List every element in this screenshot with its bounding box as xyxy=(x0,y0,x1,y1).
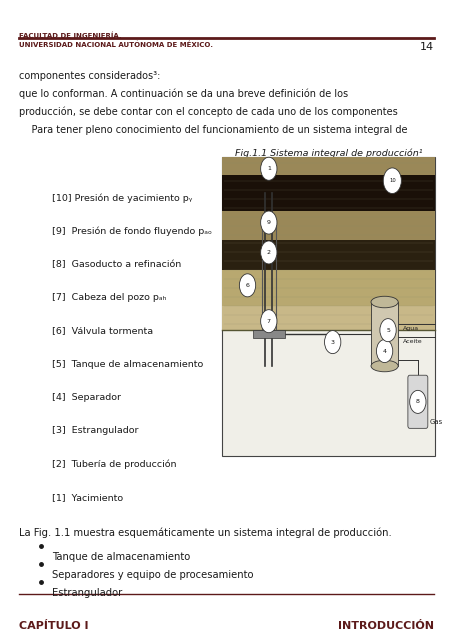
Text: 6: 6 xyxy=(246,283,250,288)
Text: [6]  Válvula tormenta: [6] Válvula tormenta xyxy=(52,326,153,335)
Text: UNIVERSIDAD NACIONAL AUTÓNOMA DE MÉXICO.: UNIVERSIDAD NACIONAL AUTÓNOMA DE MÉXICO. xyxy=(19,42,213,48)
FancyBboxPatch shape xyxy=(371,302,398,366)
Text: 9: 9 xyxy=(267,220,271,225)
Text: [8]  Gasoducto a refinación: [8] Gasoducto a refinación xyxy=(52,260,181,269)
Text: 4: 4 xyxy=(383,349,386,353)
Circle shape xyxy=(260,310,277,333)
Text: Aceite: Aceite xyxy=(403,339,423,344)
FancyBboxPatch shape xyxy=(222,270,435,307)
Text: producción, se debe contar con el concepto de cada uno de los componentes: producción, se debe contar con el concep… xyxy=(19,107,398,117)
Text: 2: 2 xyxy=(267,250,271,255)
Text: [5]  Tanque de almacenamiento: [5] Tanque de almacenamiento xyxy=(52,360,203,369)
Text: [4]  Separador: [4] Separador xyxy=(52,393,121,402)
Text: [2]  Tubería de producción: [2] Tubería de producción xyxy=(52,460,177,469)
Text: INTRODUCCIÓN: INTRODUCCIÓN xyxy=(338,621,434,631)
Text: 7: 7 xyxy=(267,319,271,324)
FancyBboxPatch shape xyxy=(408,375,428,428)
Circle shape xyxy=(260,157,277,180)
Text: Fig.1.1 Sistema integral de producción¹: Fig.1.1 Sistema integral de producción¹ xyxy=(235,148,422,158)
Text: Agua: Agua xyxy=(403,326,419,331)
FancyBboxPatch shape xyxy=(253,330,284,338)
Text: Estrangulador: Estrangulador xyxy=(52,588,122,598)
FancyBboxPatch shape xyxy=(222,241,435,270)
Circle shape xyxy=(410,390,426,413)
Circle shape xyxy=(260,211,277,234)
Text: Para tener pleno conocimiento del funcionamiento de un sistema integral de: Para tener pleno conocimiento del funcio… xyxy=(19,125,408,135)
Ellipse shape xyxy=(371,360,398,372)
Circle shape xyxy=(260,241,277,264)
Text: [3]  Estrangulador: [3] Estrangulador xyxy=(52,426,139,435)
Circle shape xyxy=(376,340,393,363)
Text: que lo conforman. A continuación se da una breve definición de los: que lo conforman. A continuación se da u… xyxy=(19,89,348,99)
Text: [1]  Yacimiento: [1] Yacimiento xyxy=(52,493,123,502)
FancyBboxPatch shape xyxy=(222,307,435,330)
Text: 8: 8 xyxy=(416,399,420,404)
FancyBboxPatch shape xyxy=(222,211,435,241)
Text: Separadores y equipo de procesamiento: Separadores y equipo de procesamiento xyxy=(52,570,254,580)
Circle shape xyxy=(383,168,401,193)
Ellipse shape xyxy=(371,296,398,308)
Text: 5: 5 xyxy=(386,328,390,333)
Text: Tanque de almacenamiento: Tanque de almacenamiento xyxy=(52,552,190,562)
Text: 14: 14 xyxy=(420,42,434,52)
Circle shape xyxy=(324,331,341,354)
Text: 1: 1 xyxy=(267,166,271,172)
Text: FACULTAD DE INGENIERÍA.: FACULTAD DE INGENIERÍA. xyxy=(19,32,122,38)
Text: [7]  Cabeza del pozo pₐₕ: [7] Cabeza del pozo pₐₕ xyxy=(52,293,166,302)
FancyBboxPatch shape xyxy=(328,333,337,346)
Circle shape xyxy=(380,319,396,342)
FancyBboxPatch shape xyxy=(222,157,435,456)
Text: [10] Presión de yacimiento pᵧ: [10] Presión de yacimiento pᵧ xyxy=(52,193,193,203)
Circle shape xyxy=(239,274,255,297)
Text: componentes considerados³:: componentes considerados³: xyxy=(19,71,160,81)
FancyBboxPatch shape xyxy=(222,157,435,175)
Text: 3: 3 xyxy=(331,340,335,344)
FancyBboxPatch shape xyxy=(222,157,435,330)
Text: [9]  Presión de fondo fluyendo pₐₒ: [9] Presión de fondo fluyendo pₐₒ xyxy=(52,227,212,236)
Text: 10: 10 xyxy=(389,178,395,183)
Text: La Fig. 1.1 muestra esquemáticamente un sistema integral de producción.: La Fig. 1.1 muestra esquemáticamente un … xyxy=(19,528,392,538)
Text: Gas: Gas xyxy=(429,419,443,426)
Text: CAPÍTULO I: CAPÍTULO I xyxy=(19,621,88,631)
FancyBboxPatch shape xyxy=(222,175,435,211)
